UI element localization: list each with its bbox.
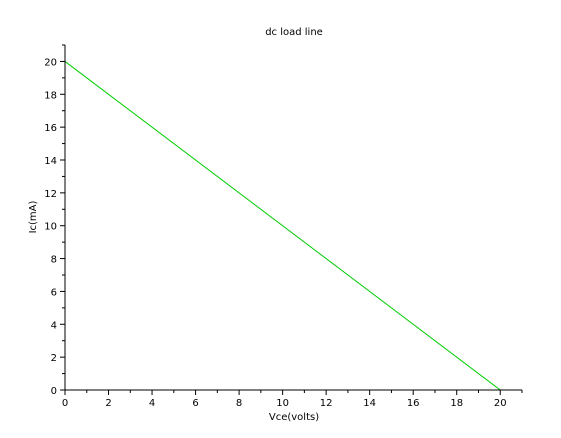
y-tick-label: 14 (44, 156, 57, 167)
y-tick-label: 6 (51, 287, 57, 298)
x-tick-label: 18 (450, 398, 463, 409)
y-tick-label: 4 (51, 320, 57, 331)
x-tick-label: 14 (363, 398, 376, 409)
x-tick-label: 16 (407, 398, 420, 409)
y-tick-label: 12 (44, 189, 57, 200)
y-tick-label: 18 (44, 90, 57, 101)
y-tick-label: 8 (51, 255, 57, 266)
y-tick-label: 20 (44, 57, 57, 68)
x-tick-label: 4 (149, 398, 155, 409)
x-axis: 0 2 4 6 8 10 12 14 16 18 20 (62, 389, 523, 409)
y-tick-label: 2 (51, 353, 57, 364)
x-tick-label: 2 (105, 398, 111, 409)
x-tick-label: 0 (62, 398, 68, 409)
plot-area (64, 61, 501, 391)
x-tick-label: 10 (276, 398, 289, 409)
x-axis-title: Vce(volts) (269, 412, 319, 423)
y-axis-title: Ic(mA) (28, 200, 39, 233)
y-axis: 0 2 4 6 8 10 12 14 16 18 20 (44, 44, 66, 397)
y-tick-label: 10 (44, 222, 57, 233)
chart-title: dc load line (265, 27, 323, 38)
x-tick-label: 12 (320, 398, 333, 409)
x-tick-label: 6 (192, 398, 198, 409)
x-tick-label: 8 (236, 398, 242, 409)
series-line-0 (64, 61, 501, 391)
y-tick-label: 16 (44, 123, 57, 134)
x-tick-label: 20 (494, 398, 507, 409)
y-tick-label: 0 (51, 386, 57, 397)
